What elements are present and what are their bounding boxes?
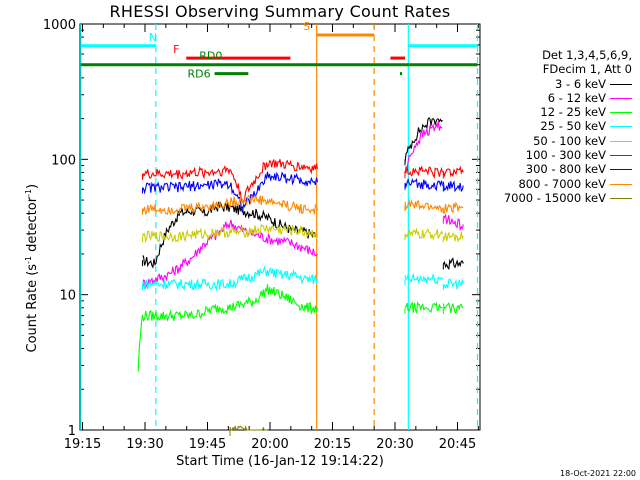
x-tick-label: 20:15 — [314, 437, 351, 452]
flag-label: F — [173, 43, 179, 56]
legend-swatch — [610, 83, 632, 85]
flag-label: S — [303, 20, 310, 33]
x-tick-label: 19:30 — [126, 437, 163, 452]
legend-entry-label: 100 - 300 keV — [525, 148, 606, 163]
series-line — [141, 159, 319, 205]
series-line — [404, 272, 443, 286]
series-line — [442, 213, 464, 232]
series-line — [142, 171, 319, 213]
x-tick-label: 20:45 — [439, 437, 476, 452]
series-line — [404, 116, 443, 164]
legend-swatch — [610, 155, 632, 157]
legend-swatch — [610, 169, 632, 171]
series-line — [141, 219, 318, 290]
series-line — [442, 302, 464, 315]
series-line — [404, 177, 444, 192]
y-tick-label: 10 — [59, 289, 76, 304]
legend-entry: 7000 - 15000 keV — [504, 191, 632, 205]
generation-timestamp: 18-Oct-2021 22:00 — [560, 469, 636, 478]
plot-frame — [79, 23, 481, 431]
legend-entry: 300 - 800 keV — [504, 162, 632, 176]
y-tick-label: 1 — [68, 424, 76, 439]
x-tick-label: 20:00 — [251, 437, 288, 452]
legend-entry: 25 - 50 keV — [504, 119, 632, 133]
series-line — [141, 194, 319, 216]
series-line — [442, 165, 464, 178]
series-line — [141, 223, 319, 243]
y-tick-label: 100 — [51, 153, 76, 168]
legend-entry-label: 12 - 25 keV — [540, 105, 606, 120]
legend-swatch — [610, 197, 632, 199]
legend-entry-label: 50 - 100 keV — [533, 133, 606, 148]
legend-entry: 3 - 6 keV — [504, 77, 632, 91]
legend-swatch — [610, 97, 632, 99]
legend-entry-label: 3 - 6 keV — [555, 76, 606, 91]
series-line — [442, 180, 464, 193]
series-line — [137, 284, 319, 367]
legend-swatch — [610, 126, 632, 128]
legend: Det 1,3,4,5,6,9, FDecim 1, Att 0 3 - 6 k… — [504, 48, 632, 205]
legend-swatch — [610, 183, 632, 185]
legend-entry-label: 300 - 800 keV — [525, 162, 606, 177]
legend-swatch — [610, 140, 632, 142]
y-axis-label: Count Rate (s-1 detector-1) — [23, 183, 41, 353]
series-line — [142, 265, 319, 292]
flag-label: RD0 — [199, 50, 222, 63]
legend-entry: 800 - 7000 keV — [504, 177, 632, 191]
legend-entry-label: 25 - 50 keV — [540, 119, 606, 134]
legend-header-detectors: Det 1,3,4,5,6,9, — [542, 48, 632, 62]
x-tick-label: 20:30 — [376, 437, 413, 452]
chart-title: RHESSI Observing Summary Count Rates — [109, 2, 451, 21]
series-line — [404, 120, 443, 174]
series-line — [442, 278, 464, 290]
legend-entry-label: 7000 - 15000 keV — [503, 190, 606, 205]
series-line — [404, 227, 444, 241]
legend-entry-label: 6 - 12 keV — [547, 90, 606, 105]
series-line — [404, 301, 443, 314]
legend-entry: 50 - 100 keV — [504, 134, 632, 148]
legend-entry: 100 - 300 keV — [504, 148, 632, 162]
series-line — [404, 199, 444, 213]
y-tick-label: 1000 — [43, 18, 76, 33]
series-line — [442, 257, 464, 271]
flag-label: N — [149, 31, 157, 44]
x-tick-label: 19:15 — [64, 437, 101, 452]
series-line — [442, 231, 464, 243]
series-line — [442, 201, 464, 215]
legend-entry: 12 - 25 keV — [504, 105, 632, 119]
series-line — [404, 165, 444, 180]
legend-entry: 6 - 12 keV — [504, 91, 632, 105]
x-tick-label: 19:45 — [189, 437, 226, 452]
series-line — [229, 425, 268, 432]
legend-header-decimation: FDecim 1, Att 0 — [542, 62, 632, 77]
legend-swatch — [610, 112, 632, 114]
x-axis-label: Start Time (16-Jan-12 19:14:22) — [176, 454, 384, 469]
flag-label: RD6 — [187, 68, 210, 81]
legend-entry-label: 800 - 7000 keV — [518, 176, 606, 191]
